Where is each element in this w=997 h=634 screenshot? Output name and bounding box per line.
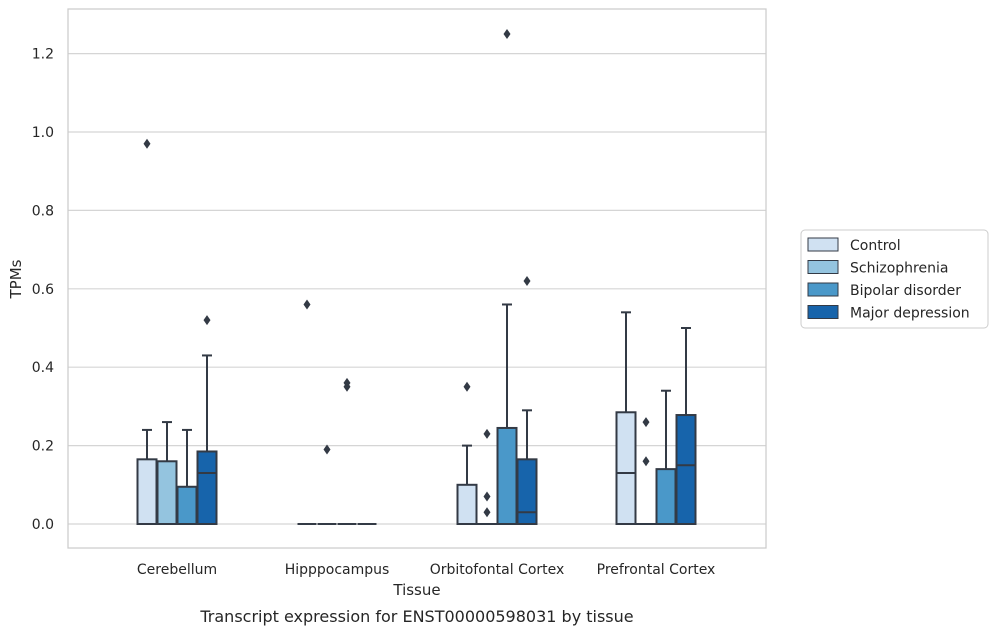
box-major-depression [675,327,697,525]
legend-label: Bipolar disorder [850,283,961,299]
box-bipolar-disorder [176,428,198,526]
x-tick-label: Orbitofontal Cortex [430,562,565,578]
gridlines [68,52,766,525]
box-control [615,311,637,525]
outlier-point [483,491,491,502]
legend-label: Control [850,238,901,254]
legend: Control Schizophrenia Bipolar disorder Majo… [800,229,989,329]
box-schizophrenia [156,421,178,525]
box-iqr [196,450,218,526]
legend-label: Major depression [850,306,970,322]
outlier-point [642,417,650,428]
y-tick-label: 1.0 [32,125,54,141]
y-tick-label: 1.2 [32,47,54,63]
legend-swatch [807,260,839,274]
box-major-depression [196,315,218,526]
legend-frame [800,229,989,329]
y-tick-label: 0.6 [32,282,54,298]
x-tick-label: Hipppocampus [285,562,390,578]
legend-label: Schizophrenia [850,261,948,277]
outlier-point [143,138,151,149]
box-control [297,299,317,525]
outlier-point [343,381,351,392]
outlier-point [483,507,491,518]
box-schizophrenia [477,428,497,525]
box-iqr [516,458,538,526]
box-iqr [615,411,637,525]
outlier-point [323,444,331,455]
plot-frame [67,8,767,549]
y-tick-label: 0.8 [32,203,54,219]
box-iqr [655,468,677,525]
y-tick-label: 0.0 [32,517,54,533]
box-bipolar-disorder [496,29,518,525]
outlier-point [483,428,491,439]
outlier-point [523,275,531,286]
box-iqr [176,485,198,526]
y-axis-title: TPMs [7,259,25,299]
box-bipolar-disorder [655,389,677,525]
box-iqr [456,483,478,525]
box-iqr [136,458,158,526]
box-iqr [496,426,518,525]
chart-caption: Transcript expression for ENST0000059803… [199,607,633,626]
box-control [136,138,158,526]
outlier-point [503,29,511,39]
x-tick-label: Prefrontal Cortex [597,562,716,578]
box-iqr [675,414,697,525]
y-tick-label: 0.4 [32,360,54,376]
box-schizophrenia [317,444,337,525]
legend-swatch [807,282,839,297]
boxes [136,29,697,526]
outlier-point [642,456,650,467]
box-control [456,381,478,525]
outlier-point [203,315,211,326]
y-tick-label: 0.2 [32,439,54,455]
x-tick-labels: Cerebellum Hipppocampus Orbitofontal Corte… [137,562,715,578]
outlier-point [463,381,471,392]
legend-swatch [807,237,839,252]
x-axis-title: Tissue [392,581,440,599]
y-tick-labels: 0.0 0.2 0.4 0.6 0.8 1.0 1.2 [32,47,54,533]
x-tick-label: Cerebellum [137,562,217,578]
box-iqr [156,460,178,525]
box-major-depression [516,275,538,526]
box-bipolar-disorder [337,377,357,525]
legend-swatch [807,305,839,319]
outlier-point [303,299,311,310]
box-schizophrenia [636,417,656,525]
